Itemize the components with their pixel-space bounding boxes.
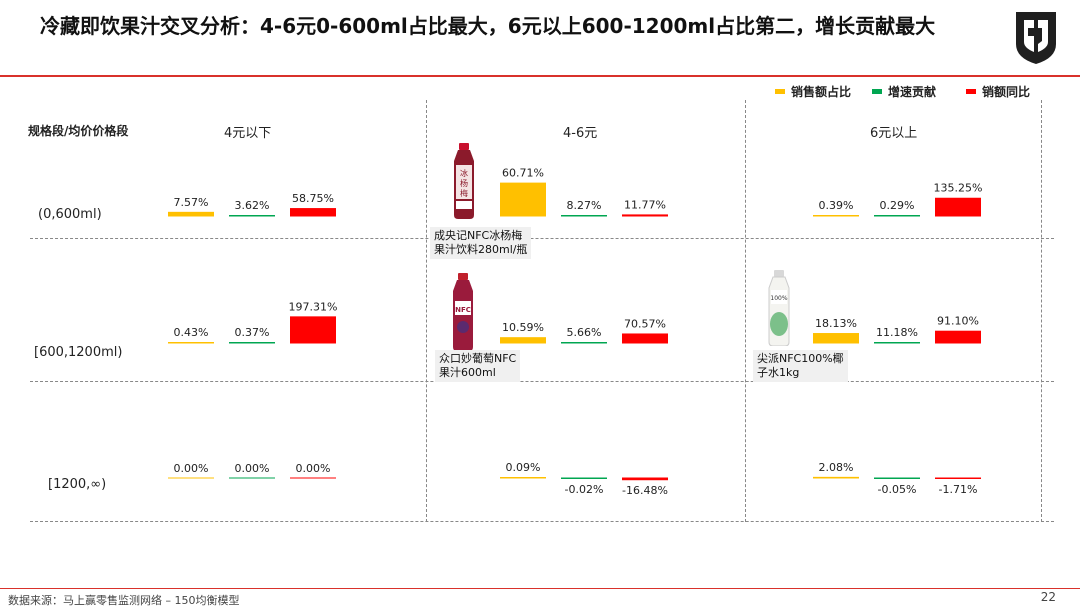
svg-text:杨: 杨 xyxy=(460,178,468,188)
share-value-label: 0.00% xyxy=(174,462,209,475)
growth-value-label: 0.00% xyxy=(235,462,270,475)
share-bar xyxy=(813,476,859,478)
share-value-label: 0.39% xyxy=(819,199,854,212)
svg-text:NFC: NFC xyxy=(455,306,471,314)
legend-label-yoy: 销额同比 xyxy=(982,85,1031,99)
product-name-line: 尖派NFC100%椰 xyxy=(757,352,844,365)
yoy-bar xyxy=(290,316,336,343)
share-value-label: 0.43% xyxy=(174,326,209,339)
bottle-white-icon: 100% xyxy=(768,270,790,346)
yoy-value-label: 135.25% xyxy=(934,182,983,195)
row-header-medium: [600,1200ml) xyxy=(34,345,123,360)
growth-value-label: 8.27% xyxy=(567,199,602,212)
product-label: 众口妙葡萄NFC 果汁600ml xyxy=(435,350,521,382)
legend-item-growth: 增速贡献 xyxy=(872,83,936,100)
column-header-mid: 4-6元 xyxy=(563,126,598,141)
brand-logo-icon xyxy=(1016,12,1056,64)
row-divider xyxy=(30,238,1054,239)
yoy-value-label: 58.75% xyxy=(292,192,334,205)
share-value-label: 60.71% xyxy=(502,167,544,180)
yoy-bar xyxy=(622,214,668,216)
yoy-bar xyxy=(290,208,336,216)
growth-value-label: 5.66% xyxy=(567,326,602,339)
share-bar xyxy=(500,182,546,216)
column-header-low: 4元以下 xyxy=(224,126,272,141)
growth-value-label: -0.05% xyxy=(878,483,917,496)
growth-value-label: 0.29% xyxy=(880,199,915,212)
share-value-label: 0.09% xyxy=(506,461,541,474)
title-divider xyxy=(0,75,1080,77)
growth-value-label: 3.62% xyxy=(235,199,270,212)
yoy-value-label: -16.48% xyxy=(622,484,668,497)
row-header-large: [1200,∞) xyxy=(48,477,107,492)
bottle-purple-icon: NFC xyxy=(453,273,473,351)
yoy-value-label: 197.31% xyxy=(289,300,338,313)
svg-text:梅: 梅 xyxy=(460,188,468,198)
growth-value-label: 11.18% xyxy=(876,326,918,339)
product-label: 尖派NFC100%椰 子水1kg xyxy=(753,350,848,382)
share-value-label: 2.08% xyxy=(819,461,854,474)
footer-divider xyxy=(0,588,1080,589)
product-name-line: 众口妙葡萄NFC xyxy=(439,352,517,365)
yoy-value-label: 11.77% xyxy=(624,198,666,211)
row-divider xyxy=(30,521,1054,522)
svg-text:冰: 冰 xyxy=(460,168,468,178)
product-label: 成央记NFC冰杨梅 果汁饮料280ml/瓶 xyxy=(430,227,532,259)
legend-swatch-yoy xyxy=(966,89,976,94)
share-bar xyxy=(168,211,214,216)
legend-swatch-share xyxy=(775,89,785,94)
yoy-bar xyxy=(622,478,668,481)
product-name-line: 成央记NFC冰杨梅 xyxy=(434,229,523,242)
yoy-value-label: 70.57% xyxy=(624,317,666,330)
share-bar xyxy=(813,333,859,343)
row-header-small: (0,600ml) xyxy=(38,207,102,222)
product-name-line: 子水1kg xyxy=(757,366,800,379)
share-bar xyxy=(500,337,546,343)
yoy-bar xyxy=(935,197,981,216)
yoy-value-label: 91.10% xyxy=(937,315,979,328)
yoy-bar xyxy=(622,333,668,343)
column-header-high: 6元以上 xyxy=(870,126,918,141)
share-value-label: 7.57% xyxy=(174,196,209,209)
growth-value-label: 0.37% xyxy=(235,326,270,339)
share-value-label: 10.59% xyxy=(502,321,544,334)
column-divider xyxy=(426,100,427,522)
share-value-label: 18.13% xyxy=(815,317,857,330)
page-number: 22 xyxy=(1040,590,1056,604)
legend-item-share: 销售额占比 xyxy=(775,83,851,100)
legend-label-growth: 增速贡献 xyxy=(888,85,937,99)
page-title: 冷藏即饮果汁交叉分析：4-6元0-600ml占比最大，6元以上600-1200m… xyxy=(40,14,936,38)
column-divider xyxy=(1041,100,1042,522)
legend-item-yoy: 销额同比 xyxy=(966,83,1030,100)
growth-value-label: -0.02% xyxy=(565,483,604,496)
bottle-red-icon: 冰 杨 梅 xyxy=(454,143,474,219)
yoy-bar xyxy=(935,330,981,343)
column-divider xyxy=(745,100,746,522)
data-source: 数据来源：马上赢零售监测网络 – 150均衡模型 xyxy=(8,594,240,607)
legend-label-share: 销售额占比 xyxy=(791,85,852,99)
row-divider xyxy=(30,381,1054,382)
svg-text:100%: 100% xyxy=(770,295,787,302)
axis-title: 规格段/均价价格段 xyxy=(28,124,129,138)
yoy-value-label: 0.00% xyxy=(296,462,331,475)
product-name-line: 果汁饮料280ml/瓶 xyxy=(434,243,528,256)
product-name-line: 果汁600ml xyxy=(439,366,496,379)
yoy-value-label: -1.71% xyxy=(939,483,978,496)
legend-swatch-growth xyxy=(872,89,882,94)
